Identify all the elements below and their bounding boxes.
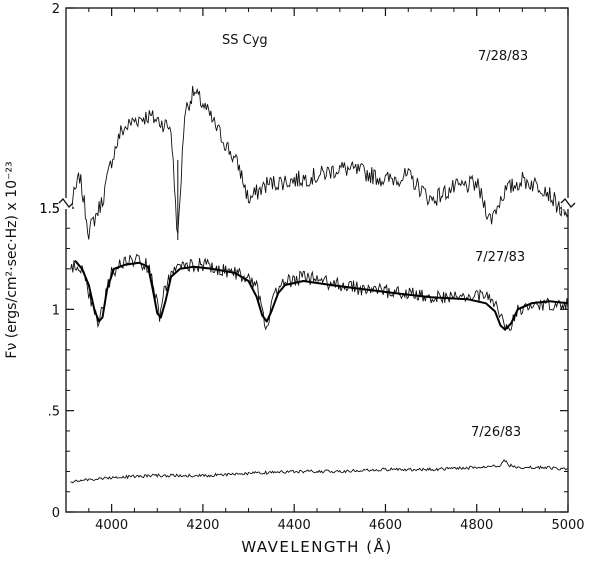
- upper-y-tick-label: 2: [52, 2, 60, 17]
- series-line-7-26-83: [70, 458, 568, 484]
- series-line-7-27-83: [70, 253, 569, 331]
- model-fit-line: [74, 260, 569, 331]
- x-tick-label: 5000: [551, 518, 584, 533]
- x-tick-label: 4800: [460, 518, 493, 533]
- x-tick-label: 4400: [278, 518, 311, 533]
- lower-y-tick-label: 0: [52, 506, 60, 521]
- y-axis-label: Fν (ergs/cm²·sec·Hz) x 10⁻²³: [4, 161, 20, 358]
- x-tick-label: 4000: [95, 518, 128, 533]
- lower-y-tick-label: .5: [48, 405, 60, 420]
- lower-y-tick-label: 1.5: [39, 202, 60, 217]
- annotation-7-27-83: 7/27/83: [475, 250, 525, 265]
- annotation-7-28-83: 7/28/83: [478, 49, 528, 64]
- series-line-7-28-83: [70, 85, 569, 240]
- upper-y-tick-label: 1.5: [39, 202, 60, 217]
- x-tick-label: 4600: [369, 518, 402, 533]
- x-axis-label: WAVELENGTH (Å): [241, 537, 392, 556]
- right-axis-break-marker: [560, 198, 576, 209]
- annotation-7-26-83: 7/26/83: [471, 425, 521, 440]
- lower-y-tick-label: 1: [52, 303, 60, 318]
- chart-title: SS Cyg: [222, 33, 268, 48]
- x-tick-label: 4200: [186, 518, 219, 533]
- series-layer: [70, 85, 569, 484]
- left-axis-break-marker: [58, 198, 74, 209]
